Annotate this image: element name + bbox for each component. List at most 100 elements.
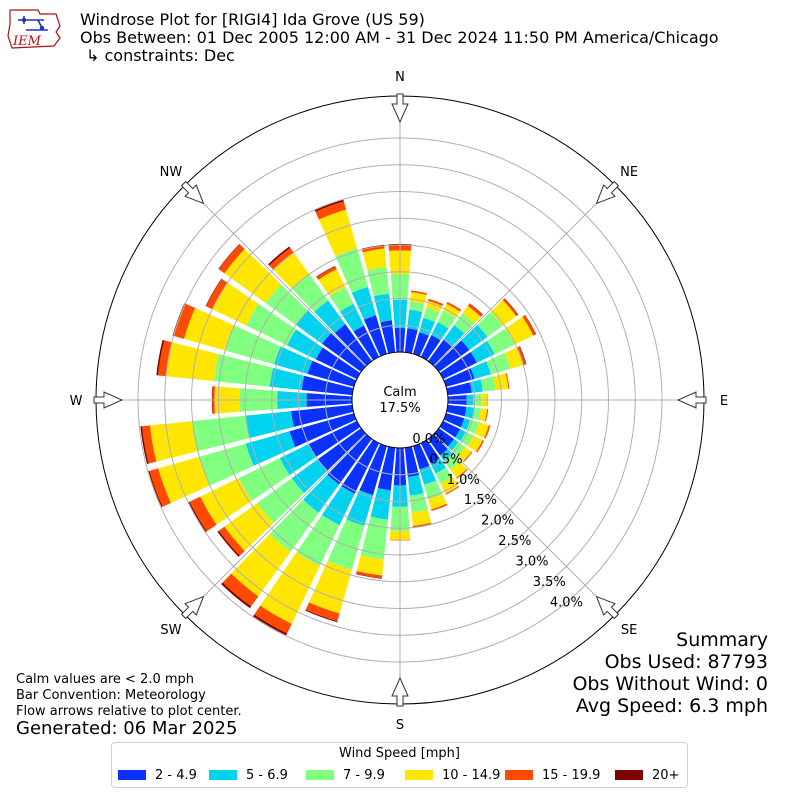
bar-280deg-10 - 14.9 — [165, 342, 219, 382]
bar-200deg-5 - 6.9 — [346, 490, 374, 526]
bar-260deg-20+ — [140, 426, 149, 465]
bar-330deg-15 - 19.9 — [316, 266, 337, 280]
bar-220deg-5 - 6.9 — [303, 474, 340, 513]
bar-330deg-10 - 14.9 — [318, 269, 346, 297]
bar-120deg-7 - 9.9 — [460, 431, 474, 446]
wind-arrow-icon — [93, 391, 124, 409]
bar-60deg-20+ — [524, 314, 537, 335]
radial-tick-labels: 0.0% 0.5% 1.0% 1.5% 2.0% 2.5% 3.0% 3.5% 4.0% — [412, 432, 583, 611]
bar-110deg-5 - 6.9 — [460, 418, 471, 430]
bar-320deg-5 - 6.9 — [314, 300, 346, 333]
bar-280deg-5 - 6.9 — [269, 367, 305, 391]
calm-circle — [351, 351, 449, 449]
bar-220deg-20+ — [221, 582, 252, 609]
legend: Wind Speed [mph] 2 - 4.9 5 - 6.9 7 - 9.9 10… — [111, 742, 688, 788]
bar-350deg-2 - 4.9 — [380, 320, 396, 354]
legend-title: Wind Speed [mph] — [339, 746, 460, 761]
wind-arrow-icon — [180, 595, 205, 620]
bar-140deg-10 - 14.9 — [450, 461, 468, 478]
bar-290deg-20+ — [172, 303, 185, 336]
bar-330deg-20+ — [316, 265, 336, 278]
bar-40deg-15 - 19.9 — [467, 303, 483, 317]
bar-340deg-10 - 14.9 — [318, 209, 358, 257]
direction-labels: N NE E SE S SW W NW — [70, 70, 729, 733]
legend-label: 20+ — [652, 767, 680, 783]
bar-130deg-7 - 9.9 — [451, 442, 465, 456]
generated-date: Generated: 06 Mar 2025 — [16, 718, 238, 739]
bar-310deg-20+ — [218, 243, 240, 270]
bar-130deg-5 - 6.9 — [447, 439, 459, 451]
spoke-gridline — [433, 433, 616, 616]
direction-label: SE — [621, 623, 637, 638]
bar-110deg-10 - 14.9 — [475, 422, 489, 438]
bar-200deg-20+ — [305, 609, 338, 623]
legend-label: 10 - 14.9 — [442, 767, 501, 783]
bar-10deg-2 - 4.9 — [404, 328, 418, 354]
bar-340deg-2 - 4.9 — [363, 315, 387, 357]
bar-20deg-2 - 4.9 — [413, 332, 429, 357]
direction-gridlines — [96, 96, 704, 704]
bar-70deg-20+ — [519, 346, 527, 365]
chart-title: Windrose Plot for [RIGI4] Ida Grove (US … — [80, 10, 425, 29]
bar-160deg-5 - 6.9 — [419, 465, 437, 485]
wind-arrow-icon — [676, 391, 707, 409]
bar-100deg-15 - 19.9 — [484, 408, 489, 422]
wind-arrow-icon — [391, 93, 409, 124]
bar-320deg-7 - 9.9 — [291, 274, 329, 312]
bar-340deg-20+ — [314, 199, 344, 212]
radial-tick-label: 3.5% — [533, 575, 566, 590]
legend-swatch — [306, 770, 334, 780]
bar-170deg-10 - 14.9 — [411, 509, 432, 526]
chart-subtitle-constraints: ↳ constraints: Dec — [86, 46, 235, 65]
bar-220deg-2 - 4.9 — [327, 434, 372, 485]
direction-arrows — [93, 93, 707, 707]
bar-230deg-2 - 4.9 — [317, 428, 366, 471]
bar-160deg-15 - 19.9 — [430, 503, 448, 512]
summary-title: Summary — [676, 629, 768, 651]
bar-240deg-2 - 4.9 — [308, 420, 361, 458]
bar-330deg-5 - 6.9 — [339, 303, 364, 332]
bar-60deg-15 - 19.9 — [522, 315, 536, 336]
bar-260deg-10 - 14.9 — [149, 421, 198, 462]
legend-label: 15 - 19.9 — [542, 767, 601, 783]
bar-130deg-15 - 19.9 — [463, 451, 473, 463]
bar-350deg-15 - 19.9 — [361, 245, 385, 253]
bar-20deg-10 - 14.9 — [426, 300, 443, 313]
bar-60deg-7 - 9.9 — [487, 328, 515, 355]
bar-30deg-2 - 4.9 — [420, 335, 441, 361]
bar-10deg-15 - 19.9 — [410, 290, 427, 295]
bar-50deg-2 - 4.9 — [434, 340, 470, 372]
calm-label: Calm — [383, 385, 416, 400]
bar-170deg-2 - 4.9 — [404, 446, 419, 478]
bar-310deg-7 - 9.9 — [265, 284, 309, 325]
bar-130deg-10 - 14.9 — [457, 446, 472, 462]
bar-50deg-5 - 6.9 — [461, 324, 488, 351]
bar-300deg-5 - 6.9 — [286, 329, 323, 360]
bar-240deg-10 - 14.9 — [200, 477, 252, 525]
bar-210deg-15 - 19.9 — [254, 605, 292, 634]
bar-20deg-7 - 9.9 — [423, 307, 440, 323]
bar-190deg-5 - 6.9 — [370, 488, 391, 520]
summary-avg-speed: Avg Speed: 6.3 mph — [575, 695, 768, 717]
bar-260deg-5 - 6.9 — [245, 411, 294, 439]
legend-swatch — [118, 770, 146, 780]
radial-tick-label: 0.5% — [430, 452, 463, 467]
bar-20deg-5 - 6.9 — [419, 317, 436, 336]
bar-150deg-15 - 19.9 — [445, 486, 460, 495]
radial-tick-label: 1.0% — [447, 473, 480, 488]
bar-250deg-5 - 6.9 — [245, 431, 296, 466]
legend-item: 2 - 4.9 — [118, 767, 197, 783]
bar-280deg-7 - 9.9 — [213, 354, 274, 387]
bar-250deg-7 - 9.9 — [199, 443, 254, 486]
radial-tick-label: 2.5% — [498, 534, 531, 549]
bar-110deg-7 - 9.9 — [466, 419, 480, 434]
bar-300deg-15 - 19.9 — [206, 278, 228, 310]
bar-30deg-7 - 9.9 — [437, 310, 456, 329]
legend-label: 2 - 4.9 — [155, 767, 197, 783]
bar-300deg-2 - 4.9 — [315, 347, 361, 380]
bar-190deg-20+ — [355, 573, 382, 579]
direction-label: W — [70, 394, 83, 409]
bar-340deg-5 - 6.9 — [351, 286, 377, 320]
summary-obs-without-wind: Obs Without Wind: 0 — [572, 673, 768, 695]
bar-320deg-2 - 4.9 — [334, 324, 372, 366]
